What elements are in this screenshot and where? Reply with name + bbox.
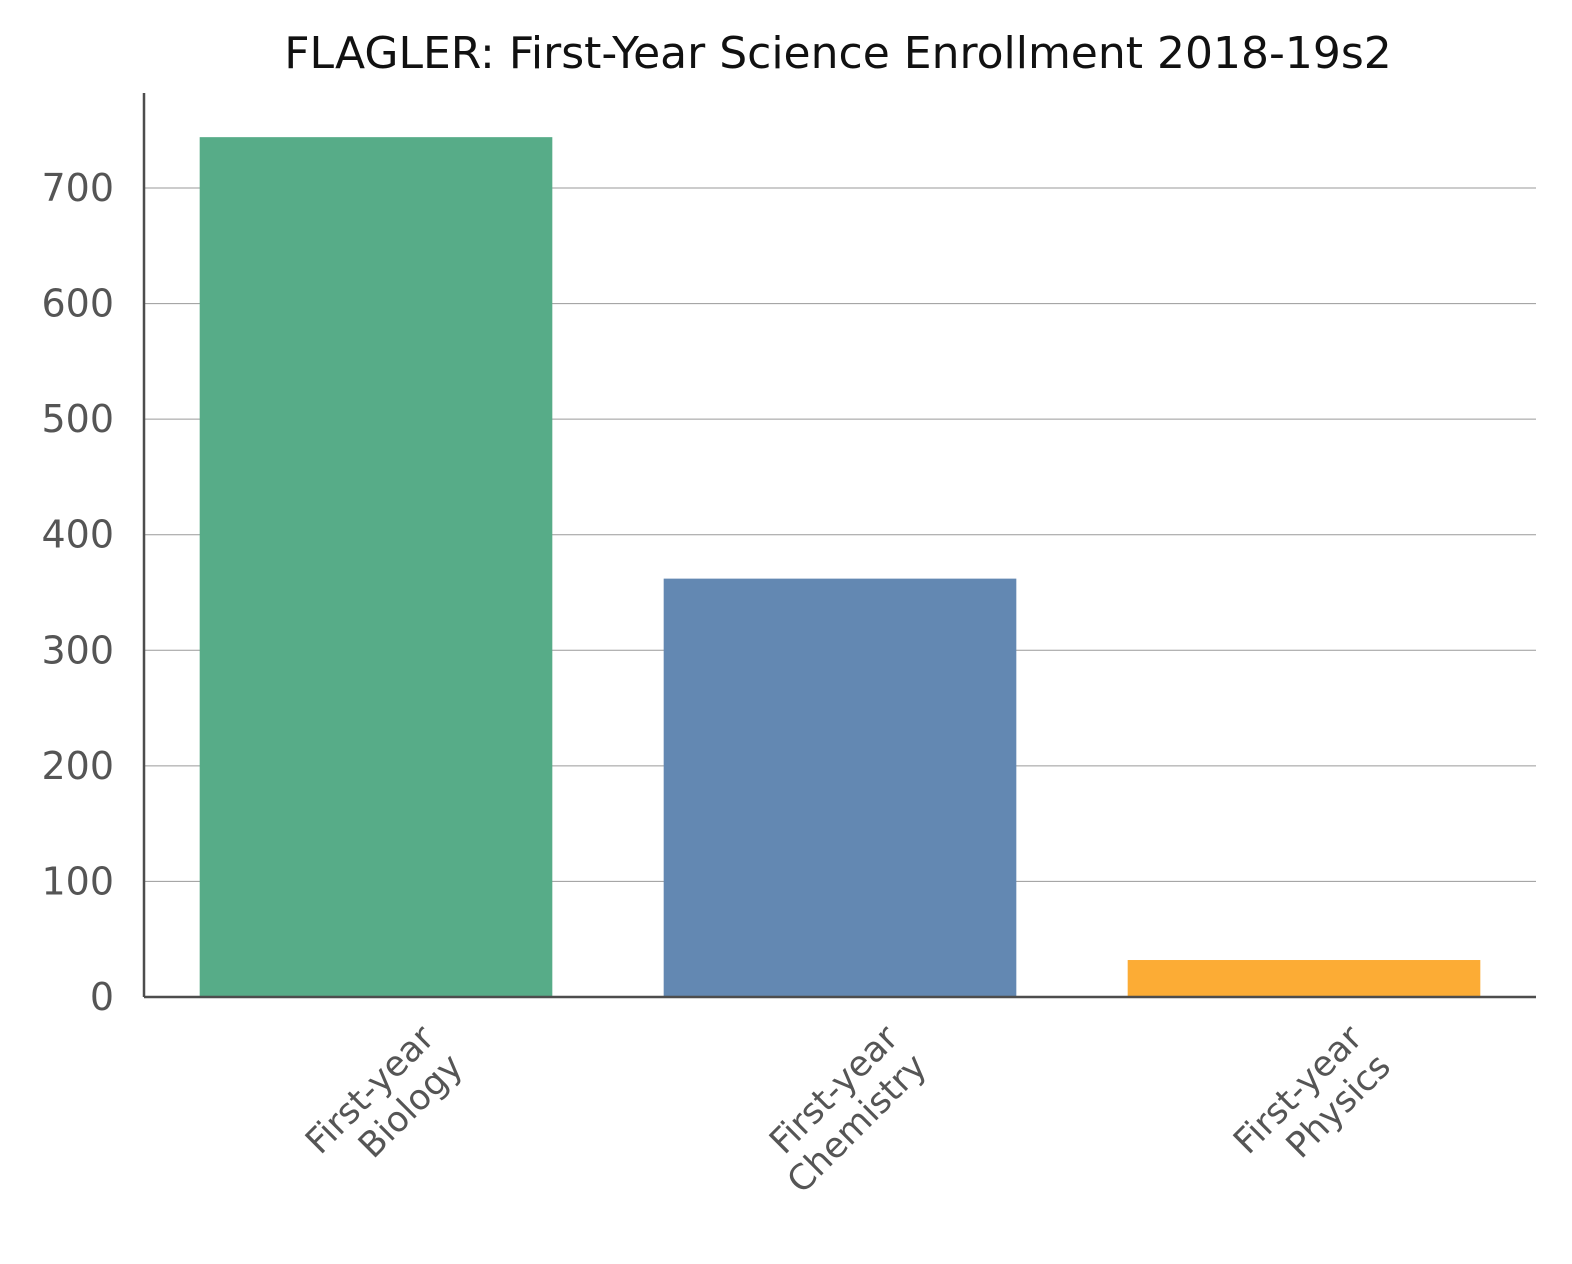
bars: [199, 137, 1481, 998]
x-axis-labels: First-yearBiology First-yearChemistry Firs…: [298, 1018, 1399, 1202]
y-tick-label: 300: [41, 628, 114, 672]
y-tick-label: 100: [41, 859, 114, 903]
bar: [1127, 960, 1481, 997]
y-tick-label: 500: [41, 397, 114, 441]
y-tick-label: 400: [41, 513, 114, 557]
y-tick-label: 0: [90, 975, 114, 1019]
y-tick-label: 700: [41, 166, 114, 210]
x-tick-label: First-yearChemistry: [751, 1018, 935, 1202]
bar: [663, 578, 1017, 997]
bar: [199, 137, 553, 998]
x-tick-label: First-yearPhysics: [1226, 1018, 1399, 1191]
x-tick-label: First-yearBiology: [298, 1018, 471, 1191]
y-axis-ticks: 0 100 200 300 400 500 600 700: [41, 166, 114, 1019]
y-tick-label: 600: [41, 282, 114, 326]
chart-title: FLAGLER: First-Year Science Enrollment 2…: [284, 28, 1392, 79]
y-tick-label: 200: [41, 744, 114, 788]
